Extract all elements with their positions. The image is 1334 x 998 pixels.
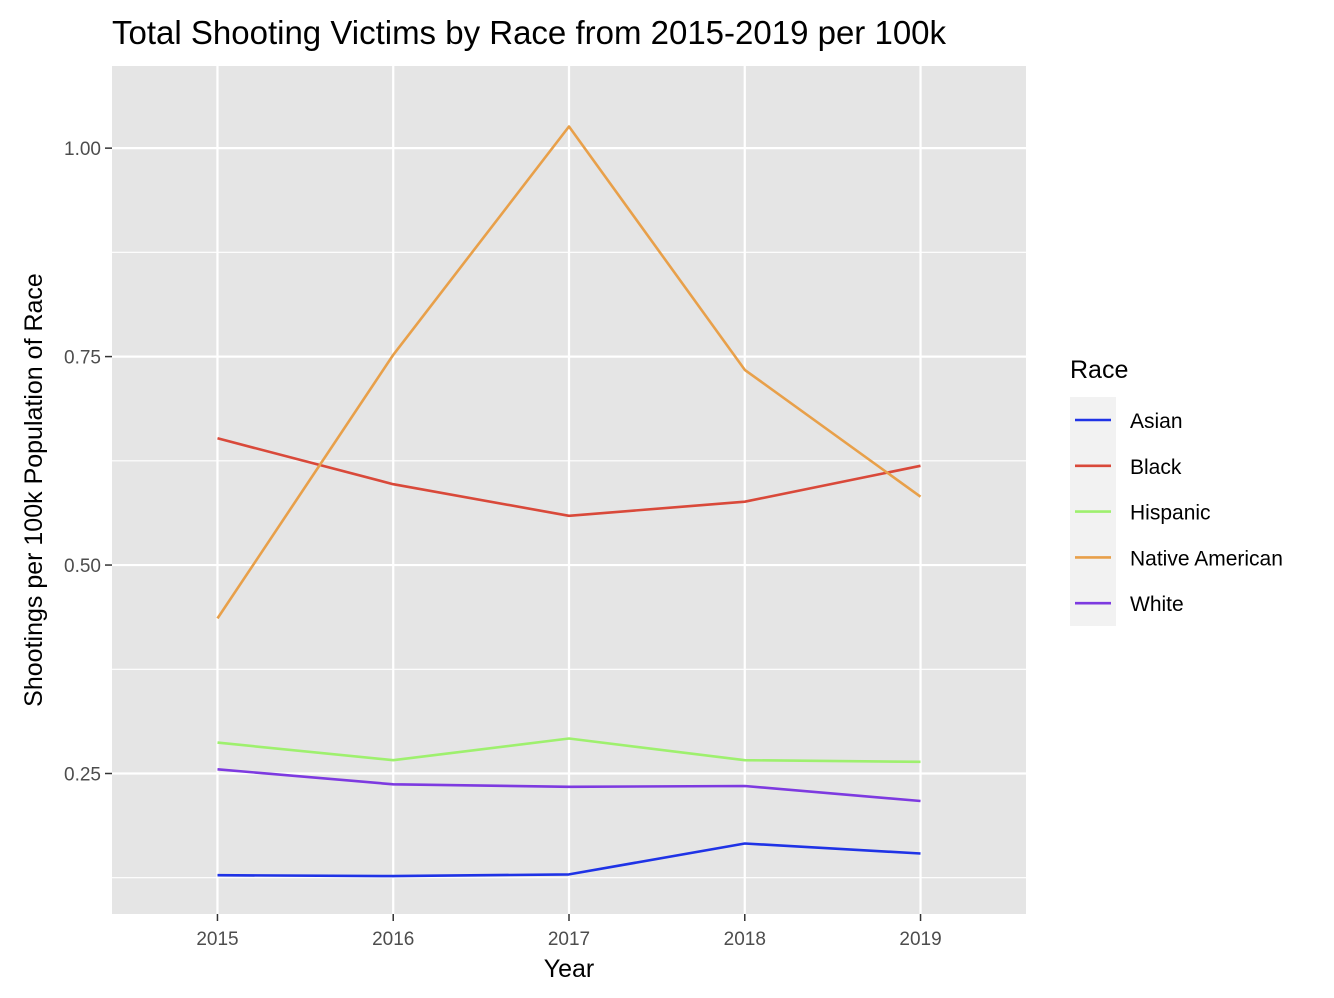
y-tick-label: 0.25 [64, 765, 101, 786]
legend-label-native-american: Native American [1130, 547, 1283, 570]
y-tick-label: 0.50 [64, 556, 101, 577]
chart-title: Total Shooting Victims by Race from 2015… [112, 14, 947, 51]
y-axis: 0.25 0.50 0.75 1.00 [64, 139, 112, 786]
x-axis: 2015 2016 2017 2018 2019 [196, 914, 942, 950]
legend-title: Race [1070, 356, 1128, 384]
y-tick-label: 0.75 [64, 348, 101, 369]
x-tick-label: 2019 [899, 929, 941, 950]
series-line-hispanic [217, 737, 921, 764]
legend: Race Asian Black Hispanic Native American Wh… [1070, 356, 1283, 626]
legend-label-asian: Asian [1130, 410, 1183, 433]
legend-label-black: Black [1130, 456, 1182, 479]
series-line-asian [217, 842, 921, 878]
series-line-white [217, 768, 921, 803]
x-axis-title: Year [544, 955, 595, 983]
y-axis-title: Shootings per 100k Population of Race [20, 273, 48, 707]
grid-lines [112, 66, 1026, 914]
legend-label-hispanic: Hispanic [1130, 502, 1211, 525]
series-line-black [217, 437, 921, 518]
x-tick-label: 2015 [196, 929, 238, 950]
series-lines [216, 125, 922, 878]
series-line-native-american [216, 125, 922, 620]
x-tick-label: 2018 [724, 929, 766, 950]
legend-label-white: White [1130, 593, 1184, 616]
x-tick-label: 2017 [548, 929, 590, 950]
y-tick-label: 1.00 [64, 139, 101, 160]
x-tick-label: 2016 [372, 929, 414, 950]
